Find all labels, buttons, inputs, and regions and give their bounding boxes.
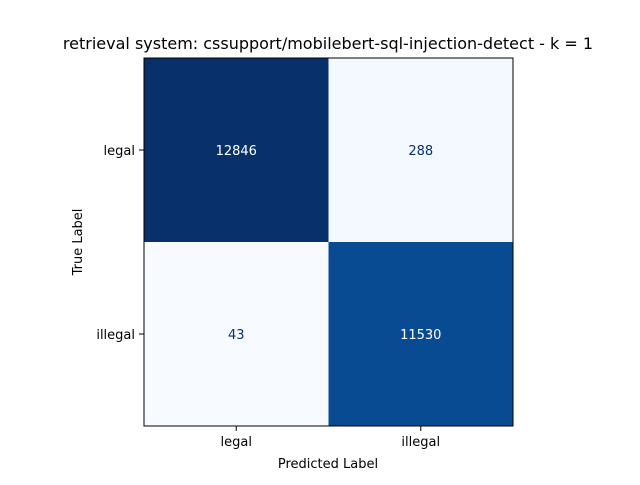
heatmap-cell-illegal-legal <box>144 242 329 427</box>
x-tick-label: illegal <box>401 435 440 450</box>
x-axis-label: Predicted Label <box>278 457 378 472</box>
heatmap-cells <box>144 58 514 427</box>
plot-frame <box>143 57 514 427</box>
y-axis-ticks: legal illegal <box>96 144 144 343</box>
heatmap-cell-illegal-illegal <box>328 242 514 427</box>
cell-value-label: 12846 <box>216 144 257 159</box>
y-tick-label: legal <box>104 144 135 159</box>
cell-value-label: 288 <box>408 144 433 159</box>
cell-value-labels: 12846 288 43 11530 <box>216 144 442 343</box>
cell-value-label: 11530 <box>400 328 441 343</box>
cell-value-label: 43 <box>228 328 245 343</box>
x-tick-label: legal <box>221 435 252 450</box>
x-axis-ticks: legal illegal <box>221 426 440 450</box>
chart-title: retrieval system: cssupport/mobilebert-s… <box>63 34 593 53</box>
y-tick-label: illegal <box>96 328 135 343</box>
y-axis-label: True Label <box>71 209 86 277</box>
heatmap-cell-legal-illegal <box>328 58 514 243</box>
heatmap-cell-legal-legal <box>144 58 329 243</box>
